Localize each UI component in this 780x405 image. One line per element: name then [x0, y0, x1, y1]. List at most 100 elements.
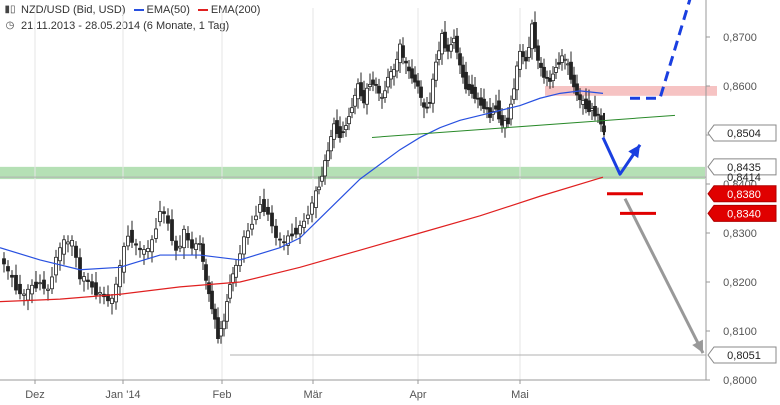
candle — [14, 264, 18, 295]
candle-body — [584, 98, 588, 110]
candle-body — [518, 50, 522, 70]
candle — [476, 92, 480, 109]
candle — [488, 98, 492, 123]
candle — [419, 80, 423, 106]
candle-body — [294, 227, 298, 235]
candle-body — [473, 86, 477, 99]
candle — [539, 57, 543, 77]
candle — [347, 107, 351, 131]
candle-body — [581, 100, 585, 105]
candle-body — [533, 22, 537, 49]
candle-body — [70, 239, 74, 247]
candle-body — [452, 37, 456, 43]
candle — [190, 231, 194, 256]
ema50-line — [0, 90, 604, 271]
ema200-line — [0, 176, 604, 303]
candle-body — [234, 264, 238, 278]
candle — [458, 47, 462, 74]
candle-body — [374, 84, 378, 86]
candle — [329, 129, 333, 160]
forecast-bounce-arrow-head — [628, 144, 640, 159]
candle-body — [130, 229, 134, 243]
price-label-text: 0,8051 — [727, 350, 761, 362]
candle — [134, 238, 138, 256]
candle — [302, 213, 306, 235]
candle — [222, 313, 226, 337]
candle — [557, 52, 561, 70]
candle — [158, 200, 162, 227]
candle-body — [158, 211, 162, 223]
x-tick-label: Jan '14 — [105, 389, 140, 401]
candle — [485, 101, 489, 119]
candle-body — [298, 225, 302, 235]
candle — [497, 89, 501, 123]
candle-body — [326, 150, 330, 161]
candle-body — [383, 90, 387, 99]
candle-body — [310, 202, 314, 215]
lines-layer — [0, 90, 676, 303]
candle — [231, 267, 235, 292]
candle-body — [545, 76, 549, 79]
candle-body — [190, 239, 194, 249]
candle-body — [599, 115, 603, 125]
candle-body — [286, 235, 290, 246]
candle-body — [225, 301, 229, 322]
candle — [219, 320, 223, 344]
candle — [118, 259, 122, 297]
candle — [509, 95, 513, 126]
candle-body — [266, 206, 270, 215]
candle-body — [401, 45, 405, 58]
candle — [254, 205, 258, 225]
candle — [407, 59, 411, 79]
candle-body — [219, 328, 223, 337]
price-label: 0,8414 — [727, 172, 761, 184]
candle-body — [359, 82, 363, 97]
candle — [26, 284, 30, 311]
clock-icon: ◷ — [5, 20, 15, 31]
candle — [581, 95, 585, 115]
candle — [90, 273, 94, 295]
candle — [503, 115, 507, 138]
candle-body — [419, 86, 423, 98]
candle — [38, 274, 42, 291]
candle — [46, 284, 50, 301]
candle-body — [270, 212, 274, 227]
candle — [213, 303, 217, 329]
candle-body — [590, 108, 594, 111]
zones-layer — [0, 86, 717, 180]
resistance-zone — [545, 86, 717, 96]
candle-body — [282, 241, 286, 244]
candle-body — [365, 87, 369, 105]
y-tick-label: 0,8600 — [723, 81, 757, 93]
x-tick-label: Feb — [213, 389, 232, 401]
candle — [338, 116, 342, 143]
candle — [443, 21, 447, 52]
candle — [506, 106, 510, 128]
x-tick-label: Apr — [409, 389, 426, 401]
candle — [290, 223, 294, 241]
candle — [386, 68, 390, 94]
candle-body — [572, 74, 576, 88]
candle-body — [231, 273, 235, 284]
candle — [395, 51, 399, 79]
candle-body — [262, 199, 266, 212]
candle — [560, 49, 564, 71]
trendline — [371, 114, 676, 138]
candle-body — [443, 31, 447, 49]
candle-body — [434, 61, 438, 81]
candle-body — [254, 215, 258, 221]
candle-body — [34, 281, 38, 289]
candle — [250, 215, 254, 236]
candle-body — [86, 279, 90, 282]
candle-body — [201, 243, 205, 262]
candle — [317, 176, 321, 195]
candle — [425, 96, 429, 114]
candle-body — [551, 73, 555, 82]
price-label-box — [707, 185, 777, 203]
candle-body — [446, 44, 450, 52]
candle-body — [204, 264, 208, 281]
candle — [174, 235, 178, 261]
candle-body — [46, 288, 50, 291]
candle — [18, 274, 22, 300]
